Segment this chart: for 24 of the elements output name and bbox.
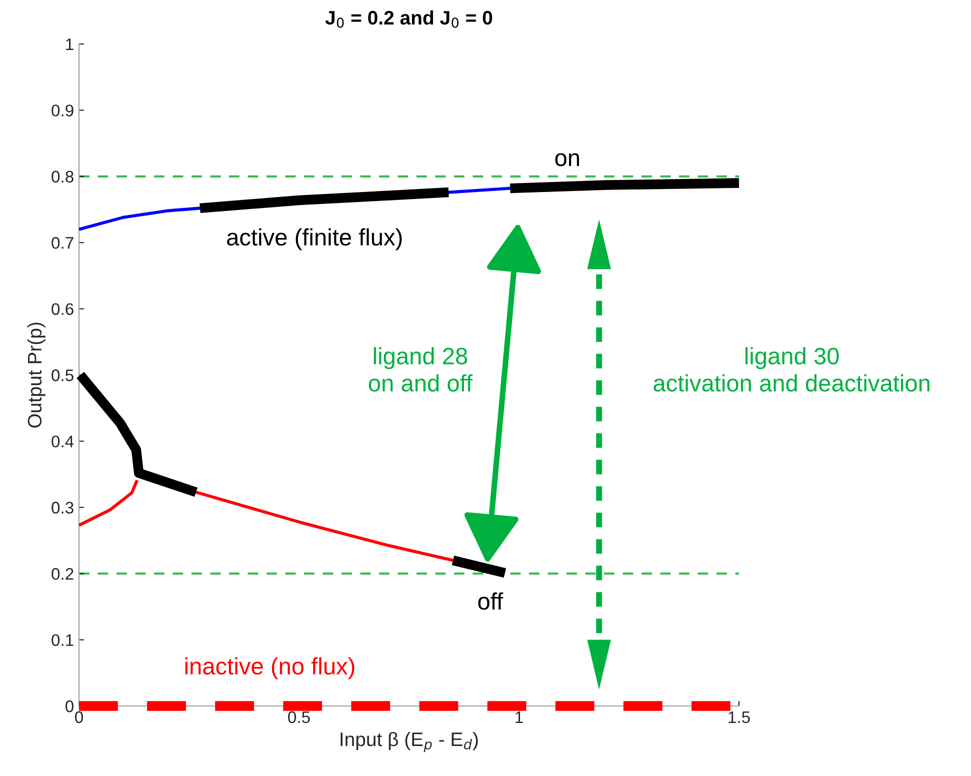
x-tick-label: 1.5 — [728, 711, 750, 724]
annotation: active (finite flux) — [227, 228, 402, 250]
y-tick-label: 0.8 — [52, 170, 74, 183]
annotation: on — [555, 153, 579, 166]
y-axis-title: Output Pr(p) — [27, 322, 46, 428]
y-tick-label: 0.9 — [52, 104, 74, 116]
annotation: ligand 28 on and off — [368, 347, 473, 392]
y-tick-label: 0.6 — [52, 303, 74, 316]
annotation: off — [478, 592, 504, 610]
y-tick-label: 0.4 — [52, 436, 74, 448]
y-tick-label: 0.3 — [52, 502, 74, 514]
y-tick-label: 1 — [66, 38, 74, 50]
annotation: inactive (no flux) — [185, 657, 354, 680]
y-tick-label: 0.2 — [52, 568, 74, 580]
x-tick-label: 0.5 — [288, 711, 310, 724]
y-tick-label: 0.7 — [52, 237, 74, 249]
y-tick-label: 0.1 — [52, 634, 74, 646]
x-tick-label: 1 — [516, 711, 523, 723]
x-axis-title: Input β (E$_{p}$ - E$_{d}$) — [340, 732, 478, 752]
y-tick-label: 0.5 — [52, 369, 74, 382]
y-tick-label: 0 — [66, 700, 74, 712]
x-tick-label: 0 — [75, 711, 83, 724]
annotation: ligand 30 activation and deactivation — [654, 347, 930, 392]
chart-title: J$_{0}$ = 0.2 and J$_{0}$ = 0 — [325, 10, 492, 28]
